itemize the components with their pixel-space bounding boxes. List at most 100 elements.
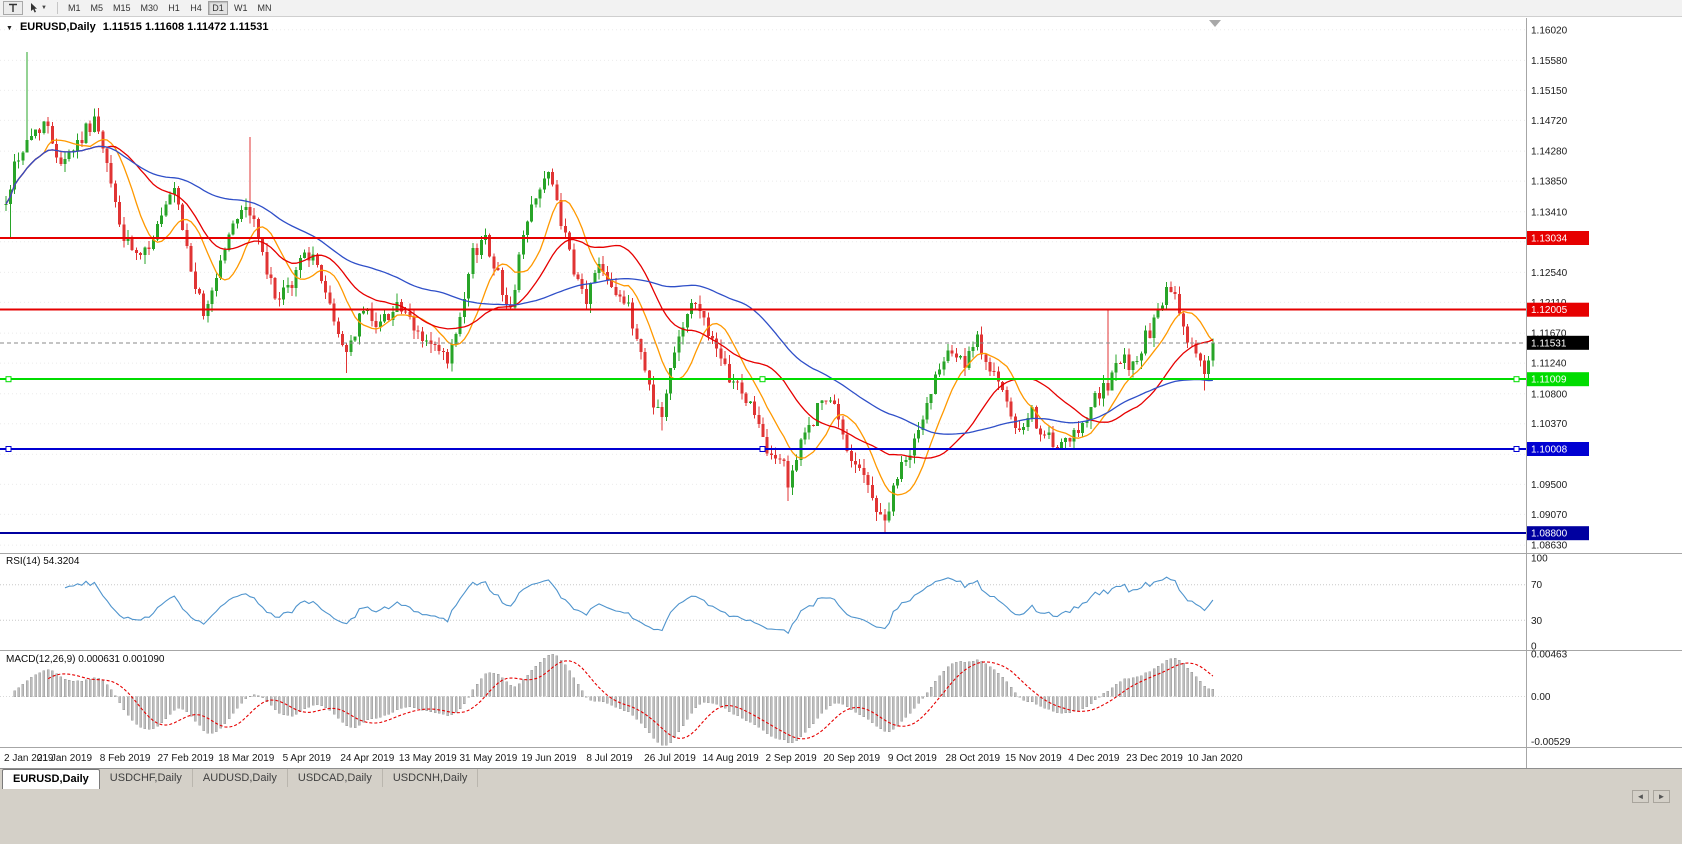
svg-text:1.10800: 1.10800 — [1531, 389, 1568, 400]
timeframe-h1-button[interactable]: H1 — [164, 1, 184, 15]
tab-usdchf-daily[interactable]: USDCHF,Daily — [100, 769, 193, 787]
svg-text:28 Oct 2019: 28 Oct 2019 — [946, 753, 1001, 764]
svg-text:1.10370: 1.10370 — [1531, 419, 1568, 430]
ohlc-values: 1.11515 1.11608 1.11472 1.11531 — [102, 21, 269, 33]
svg-text:8 Jul 2019: 8 Jul 2019 — [586, 753, 633, 764]
svg-text:13 May 2019: 13 May 2019 — [399, 753, 457, 764]
svg-text:1.15580: 1.15580 — [1531, 56, 1568, 67]
svg-text:0.00: 0.00 — [1531, 692, 1551, 703]
svg-text:4 Dec 2019: 4 Dec 2019 — [1068, 753, 1120, 764]
chart-shift-marker-icon — [1209, 20, 1221, 27]
cursor-tool-icon — [31, 3, 37, 13]
ma-medium-line — [5, 145, 1214, 459]
svg-text:30: 30 — [1531, 616, 1543, 627]
text-tool-icon — [9, 3, 17, 12]
cursor-tool-button[interactable]: ▼ — [25, 1, 51, 15]
svg-text:1.09500: 1.09500 — [1531, 480, 1568, 491]
svg-text:1.08800: 1.08800 — [1531, 529, 1568, 540]
macd-indicator-label: MACD(12,26,9) 0.000631 0.001090 — [6, 654, 165, 665]
svg-text:20 Sep 2019: 20 Sep 2019 — [823, 753, 880, 764]
svg-text:1.14280: 1.14280 — [1531, 147, 1568, 158]
symbol-marker-icon: ▼ — [6, 25, 13, 32]
svg-text:70: 70 — [1531, 580, 1543, 591]
timeframe-m30-button[interactable]: M30 — [137, 1, 163, 15]
timeframe-m5-button[interactable]: M5 — [86, 1, 107, 15]
svg-text:0: 0 — [1531, 642, 1537, 653]
tab-audusd-daily[interactable]: AUDUSD,Daily — [193, 769, 288, 787]
rsi-axis-labels: 100 70 30 0 — [1531, 554, 1548, 653]
svg-text:18 Mar 2019: 18 Mar 2019 — [218, 753, 275, 764]
svg-text:24 Apr 2019: 24 Apr 2019 — [340, 753, 394, 764]
svg-text:21 Jan 2019: 21 Jan 2019 — [37, 753, 92, 764]
svg-text:15 Nov 2019: 15 Nov 2019 — [1005, 753, 1062, 764]
toolbar-separator — [56, 2, 58, 14]
svg-text:1.10008: 1.10008 — [1531, 445, 1568, 456]
svg-text:-0.00529: -0.00529 — [1531, 737, 1571, 748]
dropdown-arrow-icon: ▼ — [41, 5, 47, 11]
svg-text:1.13850: 1.13850 — [1531, 177, 1568, 188]
svg-text:1.11531: 1.11531 — [1531, 338, 1567, 349]
tab-usdcnh-daily[interactable]: USDCNH,Daily — [383, 769, 479, 787]
svg-text:1.14720: 1.14720 — [1531, 116, 1568, 127]
svg-text:1.13410: 1.13410 — [1531, 207, 1568, 218]
svg-text:1.12540: 1.12540 — [1531, 268, 1568, 279]
svg-text:100: 100 — [1531, 554, 1548, 565]
ma-slow-line — [5, 145, 1213, 435]
svg-text:1.11009: 1.11009 — [1531, 375, 1567, 386]
chart-tabs: EURUSD,Daily USDCHF,Daily AUDUSD,Daily U… — [0, 769, 1682, 789]
svg-text:1.08630: 1.08630 — [1531, 541, 1568, 552]
svg-text:1.09070: 1.09070 — [1531, 510, 1568, 521]
macd-signal-line — [47, 660, 1214, 740]
timeframe-h4-button[interactable]: H4 — [186, 1, 206, 15]
price-badges: 1.13034 1.12005 1.11009 1.10008 1.08800 1.115… — [1527, 231, 1589, 541]
svg-text:1.12005: 1.12005 — [1531, 305, 1568, 316]
svg-text:1.11670: 1.11670 — [1531, 329, 1567, 340]
chart-ohlc-header: ▼ EURUSD,Daily 1.11515 1.11608 1.11472 1… — [6, 21, 269, 33]
svg-text:2 Jan 2019: 2 Jan 2019 — [4, 753, 54, 764]
tab-scroll-left-button[interactable]: ◄ — [1632, 790, 1649, 803]
rsi-line — [64, 576, 1214, 635]
svg-text:1.15150: 1.15150 — [1531, 86, 1568, 97]
svg-text:0.00463: 0.00463 — [1531, 650, 1568, 661]
timeframe-mn-button[interactable]: MN — [254, 1, 276, 15]
rsi-level-lines — [0, 584, 1526, 621]
timeframe-d1-button[interactable]: D1 — [208, 1, 229, 15]
support-line-blue-handle[interactable] — [1513, 446, 1520, 452]
pane-separators — [0, 18, 1682, 768]
timeframe-w1-button[interactable]: W1 — [230, 1, 252, 15]
macd-histogram — [13, 654, 1215, 746]
timeframe-m15-button[interactable]: M15 — [109, 1, 135, 15]
tab-usdcad-daily[interactable]: USDCAD,Daily — [288, 769, 383, 787]
support-line-green-handle[interactable] — [759, 376, 766, 383]
svg-text:27 Feb 2019: 27 Feb 2019 — [158, 753, 215, 764]
svg-text:26 Jul 2019: 26 Jul 2019 — [644, 753, 696, 764]
timeframe-m1-button[interactable]: M1 — [64, 1, 85, 15]
svg-text:19 Jun 2019: 19 Jun 2019 — [521, 753, 576, 764]
support-line-blue-handle[interactable] — [759, 446, 766, 452]
text-tool-button[interactable] — [3, 1, 23, 15]
svg-text:1.13034: 1.13034 — [1531, 234, 1568, 245]
svg-text:9 Oct 2019: 9 Oct 2019 — [888, 753, 937, 764]
support-line-green-handle[interactable] — [5, 376, 12, 383]
svg-text:5 Apr 2019: 5 Apr 2019 — [283, 753, 332, 764]
svg-text:2 Sep 2019: 2 Sep 2019 — [766, 753, 818, 764]
svg-text:1.16020: 1.16020 — [1531, 25, 1568, 36]
tab-scroll-right-button[interactable]: ► — [1653, 790, 1670, 803]
support-line-green-handle[interactable] — [1513, 376, 1520, 383]
svg-text:1.11240: 1.11240 — [1531, 359, 1567, 370]
ma-fast-line — [5, 138, 1214, 496]
svg-text:23 Dec 2019: 23 Dec 2019 — [1126, 753, 1183, 764]
chart-tab-bar: EURUSD,Daily USDCHF,Daily AUDUSD,Daily U… — [0, 768, 1682, 844]
svg-text:8 Feb 2019: 8 Feb 2019 — [100, 753, 151, 764]
symbol-name: EURUSD,Daily — [19, 21, 96, 33]
support-line-blue-handle[interactable] — [5, 446, 12, 452]
tab-scroll-arrows: ◄ ► — [1632, 790, 1670, 803]
tab-eurusd-daily[interactable]: EURUSD,Daily — [2, 769, 100, 789]
toolbar: ▼ M1 M5 M15 M30 H1 H4 D1 W1 MN — [0, 0, 1682, 17]
macd-axis-labels: 0.00463 0.00 -0.00529 — [1531, 650, 1571, 749]
svg-text:10 Jan 2020: 10 Jan 2020 — [1187, 753, 1242, 764]
svg-text:31 May 2019: 31 May 2019 — [459, 753, 517, 764]
